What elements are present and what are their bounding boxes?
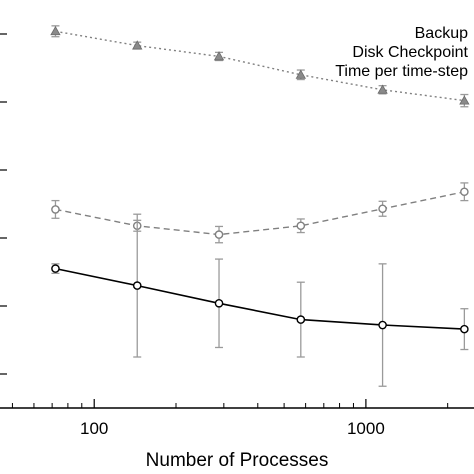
series-line-2 xyxy=(55,267,465,330)
data-point xyxy=(214,298,224,308)
data-point xyxy=(378,320,387,330)
data-point xyxy=(460,324,469,334)
x-axis-label: Number of Processes xyxy=(146,450,329,471)
series-line-1 xyxy=(55,191,465,236)
series-1 xyxy=(51,182,469,244)
axes: 100 1000 xyxy=(0,33,474,438)
data-point xyxy=(50,25,61,36)
data-point xyxy=(378,204,387,214)
data-point xyxy=(51,264,60,273)
data-point xyxy=(213,51,225,61)
series-line-0 xyxy=(55,30,465,102)
series-0 xyxy=(50,25,470,108)
data-point xyxy=(51,205,60,214)
data-point xyxy=(295,69,306,79)
data-point xyxy=(132,281,142,290)
series-2 xyxy=(51,213,469,387)
data-point xyxy=(377,84,388,94)
legend-entry-2: Time per time-step xyxy=(335,63,468,80)
legend: Backup Disk Checkpoint Time per time-step xyxy=(335,25,468,80)
plot-area xyxy=(50,25,470,387)
data-point xyxy=(459,95,470,105)
data-point xyxy=(214,230,224,239)
data-point xyxy=(296,315,306,324)
data-point xyxy=(460,187,469,197)
legend-entry-1: Disk Checkpoint xyxy=(352,44,468,61)
x-tick-label-1: 1000 xyxy=(347,419,385,438)
legend-entry-0: Backup xyxy=(415,25,468,42)
x-tick-label-0: 100 xyxy=(80,419,108,438)
data-point xyxy=(296,221,306,231)
data-point xyxy=(132,40,143,50)
